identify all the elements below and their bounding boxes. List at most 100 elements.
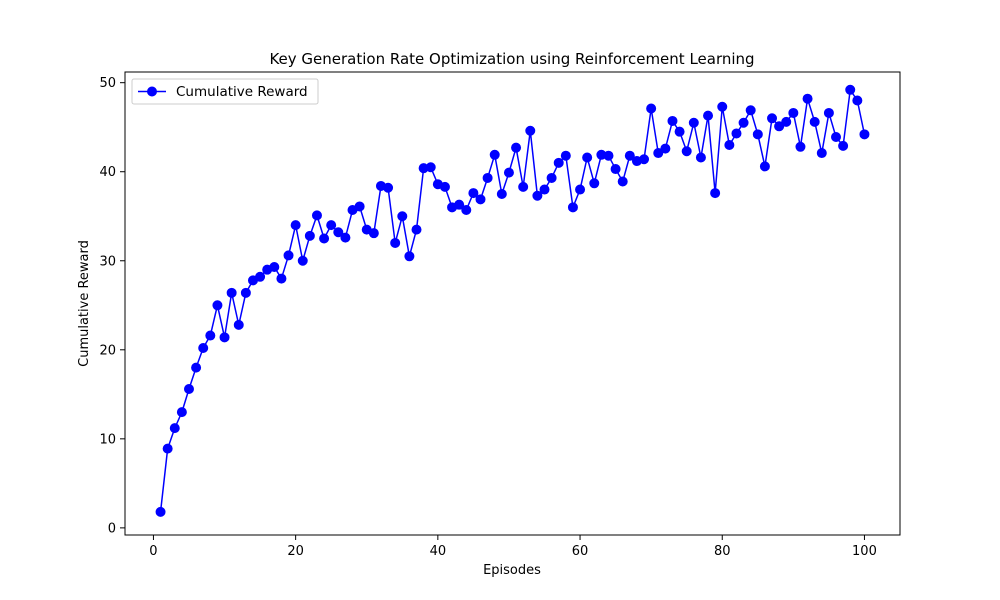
data-point xyxy=(496,188,507,199)
data-point xyxy=(717,101,728,112)
data-point xyxy=(731,128,742,139)
data-point xyxy=(809,116,820,127)
data-point xyxy=(354,201,365,212)
data-point xyxy=(852,95,863,106)
legend-box xyxy=(131,78,319,105)
y-tick-label: 30 xyxy=(99,254,116,269)
x-tick-label: 0 xyxy=(149,544,157,559)
data-point xyxy=(411,224,422,235)
data-point xyxy=(475,194,486,205)
data-point xyxy=(660,143,671,154)
data-point xyxy=(191,362,202,373)
y-axis-label: Cumulative Reward xyxy=(77,240,92,367)
data-point xyxy=(589,178,600,189)
data-point xyxy=(802,93,813,104)
axes-frame xyxy=(124,71,901,536)
data-point xyxy=(703,110,714,121)
data-point xyxy=(304,230,315,241)
x-axis-label: Episodes xyxy=(483,563,541,578)
data-point xyxy=(169,423,180,434)
data-point xyxy=(845,84,856,95)
data-point xyxy=(816,148,827,159)
data-point xyxy=(859,129,870,140)
data-point xyxy=(297,255,308,266)
x-tick-label: 80 xyxy=(714,544,731,559)
data-point xyxy=(646,103,657,114)
data-point xyxy=(624,150,635,161)
data-point xyxy=(383,182,394,193)
data-point xyxy=(610,164,621,175)
data-point xyxy=(603,150,614,161)
data-point xyxy=(788,107,799,118)
data-point xyxy=(461,205,472,216)
data-point xyxy=(397,211,408,222)
data-point xyxy=(553,157,564,168)
data-point xyxy=(695,152,706,163)
data-point xyxy=(340,232,351,243)
data-point xyxy=(539,184,550,195)
y-tick-label: 20 xyxy=(99,343,116,358)
data-point xyxy=(795,141,806,152)
data-point xyxy=(482,172,493,183)
data-point xyxy=(233,319,244,330)
data-point xyxy=(368,228,379,239)
data-point xyxy=(767,113,778,124)
data-point xyxy=(226,287,237,298)
data-point xyxy=(290,220,301,231)
data-point xyxy=(283,250,294,261)
data-point xyxy=(390,237,401,248)
data-point xyxy=(639,154,650,165)
y-axis-ticks: 0 10 20 30 40 50 xyxy=(99,76,125,536)
data-point xyxy=(311,210,322,221)
data-point xyxy=(738,117,749,128)
data-point xyxy=(759,161,770,172)
series-layer xyxy=(155,84,870,517)
data-point xyxy=(653,148,664,159)
data-point xyxy=(212,300,223,311)
data-point xyxy=(269,261,280,272)
data-point xyxy=(489,149,500,160)
data-point xyxy=(468,188,479,199)
y-tick-label: 50 xyxy=(99,76,116,91)
data-point xyxy=(681,146,692,157)
data-point xyxy=(319,233,330,244)
data-point xyxy=(745,105,756,116)
data-point xyxy=(582,152,593,163)
plot-area: 0 20 40 60 80 100 0 10 20 30 40 50 xyxy=(99,71,901,559)
y-tick-label: 10 xyxy=(99,432,116,447)
data-point xyxy=(831,132,842,142)
data-point xyxy=(774,121,785,132)
x-tick-label: 100 xyxy=(852,544,877,559)
data-point xyxy=(155,506,166,517)
data-point xyxy=(162,443,173,454)
x-tick-label: 20 xyxy=(287,544,304,559)
data-point xyxy=(205,330,216,341)
data-point xyxy=(674,126,685,137)
data-point xyxy=(454,199,465,210)
data-point xyxy=(567,202,578,213)
y-tick-label: 40 xyxy=(99,165,116,180)
data-point xyxy=(617,176,628,187)
data-point xyxy=(439,181,450,192)
data-point xyxy=(838,140,849,151)
data-point xyxy=(667,115,678,126)
data-point xyxy=(710,188,721,199)
data-point xyxy=(823,107,834,118)
x-axis-ticks: 0 20 40 60 80 100 xyxy=(149,535,877,559)
data-point xyxy=(525,125,536,136)
data-point xyxy=(724,140,735,151)
data-point xyxy=(546,172,557,183)
data-point xyxy=(532,190,543,201)
data-point xyxy=(425,162,436,173)
data-point xyxy=(518,181,529,192)
series-line xyxy=(159,89,866,512)
legend: Cumulative Reward xyxy=(131,78,319,105)
data-point xyxy=(255,271,266,282)
x-tick-label: 40 xyxy=(430,544,447,559)
data-point xyxy=(276,273,287,284)
data-point xyxy=(511,142,522,153)
data-point xyxy=(560,150,571,161)
legend-label: Cumulative Reward xyxy=(176,84,308,100)
